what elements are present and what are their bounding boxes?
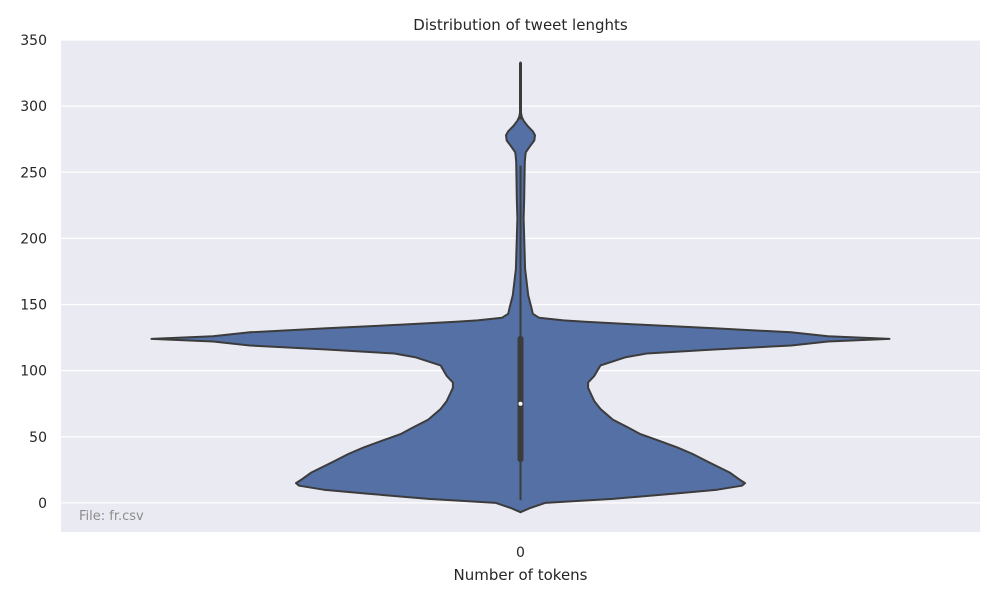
y-tick-label: 50 (29, 430, 47, 446)
chart-title: Distribution of tweet lenghts (413, 16, 628, 34)
file-annotation: File: fr.csv (79, 509, 144, 524)
y-tick-label: 250 (20, 165, 47, 181)
y-tick-label: 0 (38, 496, 47, 512)
x-tick-labels: 0 (516, 545, 525, 561)
violin-median-point (518, 401, 523, 406)
y-tick-labels: 0 50 100 150 200 250 300 350 (20, 33, 47, 512)
y-tick-label: 350 (20, 33, 47, 49)
x-tick-label: 0 (516, 545, 525, 561)
x-axis-label: Number of tokens (453, 566, 587, 584)
y-tick-label: 150 (20, 298, 47, 314)
violin-group (150, 61, 891, 514)
y-tick-label: 300 (20, 99, 47, 115)
y-tick-label: 100 (20, 364, 47, 380)
y-tick-label: 200 (20, 231, 47, 247)
